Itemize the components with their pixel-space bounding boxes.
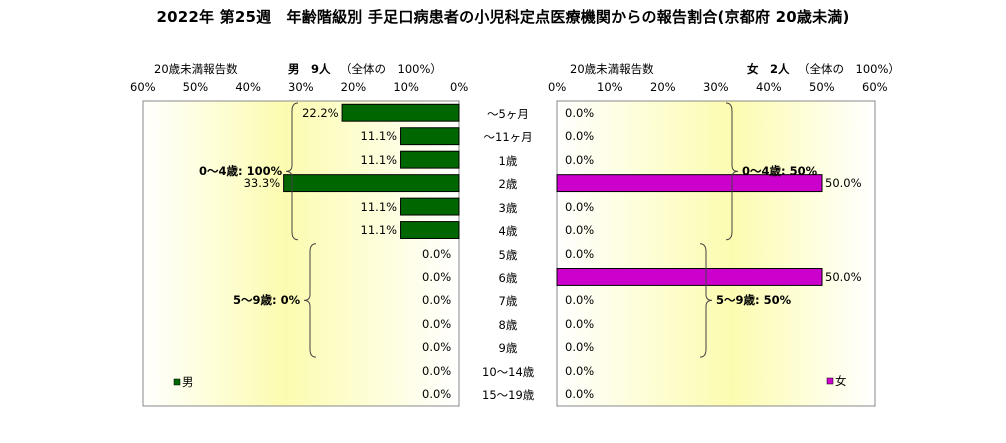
right-tick-label: 30%	[703, 80, 729, 94]
female-data-label: 0.0%	[565, 340, 595, 355]
male-bar	[341, 103, 460, 122]
male-data-label: 33.3%	[243, 176, 281, 191]
category-label: 9歳	[498, 341, 518, 356]
left-tick-label: 20%	[340, 80, 367, 94]
left-tick-label: 60%	[130, 80, 156, 94]
right-tick-label: 50%	[809, 80, 835, 94]
right-tick-label: 10%	[597, 80, 623, 94]
right-age-group-brace	[725, 102, 739, 241]
female-bar	[556, 268, 823, 286]
right-header-total: （全体の 100%）	[798, 62, 900, 76]
category-label: 7歳	[498, 294, 518, 309]
right-tick-label: 60%	[862, 80, 888, 94]
category-label: ～5ヶ月	[487, 106, 529, 121]
category-label: 3歳	[498, 200, 518, 215]
chart-title: 2022年 第25週 年齢階級別 手足口病患者の小児科定点医療機関からの報告割合…	[156, 8, 850, 26]
category-label: 8歳	[498, 317, 518, 332]
male-data-label: 0.0%	[422, 269, 452, 284]
male-data-label: 11.1%	[360, 129, 398, 144]
male-data-label: 0.0%	[422, 316, 452, 331]
female-legend-label: 女	[835, 374, 847, 388]
left-header-total: （全体の 100%）	[340, 62, 442, 76]
category-label: 5歳	[498, 247, 518, 262]
male-bar	[283, 174, 460, 193]
left-age-group-label: 5～9歳: 0%	[233, 293, 301, 308]
female-data-label: 0.0%	[565, 316, 595, 331]
male-data-label: 0.0%	[422, 293, 452, 308]
female-data-label: 0.0%	[565, 363, 595, 378]
right-tick-label: 40%	[756, 80, 782, 94]
male-data-label: 0.0%	[422, 387, 452, 402]
male-legend-swatch	[173, 378, 181, 386]
male-data-label: 11.1%	[360, 152, 398, 167]
category-label: 6歳	[498, 270, 518, 285]
right-tick-label: 20%	[650, 80, 676, 94]
category-label: 4歳	[498, 224, 518, 239]
left-age-group-brace	[303, 243, 317, 358]
male-legend-label: 男	[182, 375, 194, 389]
female-data-label: 0.0%	[565, 293, 595, 308]
female-data-label: 50.0%	[825, 176, 862, 191]
left-tick-label: 0%	[450, 80, 469, 94]
female-data-label: 0.0%	[565, 387, 595, 402]
male-data-label: 11.1%	[360, 199, 398, 214]
right-age-group-label: 0～4歳: 50%	[742, 164, 818, 179]
male-data-label: 0.0%	[422, 246, 452, 261]
left-tick-label: 50%	[182, 80, 209, 94]
category-label: 15～19歳	[482, 388, 535, 403]
right-header-count: 女 2人	[747, 62, 790, 76]
male-bar	[400, 127, 460, 146]
left-header-label: 20歳未満報告数	[154, 62, 238, 76]
female-data-label: 0.0%	[565, 199, 595, 214]
right-age-group-brace	[699, 243, 713, 358]
female-bar	[556, 174, 823, 193]
male-data-label: 0.0%	[422, 340, 452, 355]
female-data-label: 0.0%	[565, 246, 595, 261]
male-data-label: 0.0%	[422, 363, 452, 378]
right-plot-area	[556, 100, 876, 407]
male-data-label: 22.2%	[302, 105, 339, 120]
female-data-label: 0.0%	[565, 105, 595, 120]
left-tick-label: 30%	[288, 80, 314, 94]
category-label: 10～14歳	[482, 364, 535, 379]
left-age-group-label: 0～4歳: 100%	[199, 164, 283, 179]
male-bar	[400, 197, 460, 216]
category-label: 1歳	[498, 153, 518, 168]
right-age-group-label: 5～9歳: 50%	[716, 293, 792, 308]
category-label: 2歳	[498, 177, 518, 192]
female-data-label: 50.0%	[825, 269, 862, 284]
right-header-label: 20歳未満報告数	[570, 62, 654, 76]
female-data-label: 0.0%	[565, 129, 595, 144]
female-legend-swatch	[826, 377, 834, 385]
female-data-label: 0.0%	[565, 152, 595, 167]
right-tick-label: 0%	[548, 80, 567, 94]
left-tick-label: 10%	[393, 80, 419, 94]
left-header-count: 男 9人	[288, 62, 331, 76]
left-plot-area	[142, 100, 460, 407]
left-tick-label: 40%	[235, 80, 261, 94]
male-bar	[400, 150, 460, 169]
category-label: ～11ヶ月	[483, 130, 533, 145]
male-bar	[400, 221, 460, 239]
left-age-group-brace	[285, 102, 299, 241]
male-data-label: 11.1%	[360, 223, 398, 238]
female-data-label: 0.0%	[565, 223, 595, 238]
